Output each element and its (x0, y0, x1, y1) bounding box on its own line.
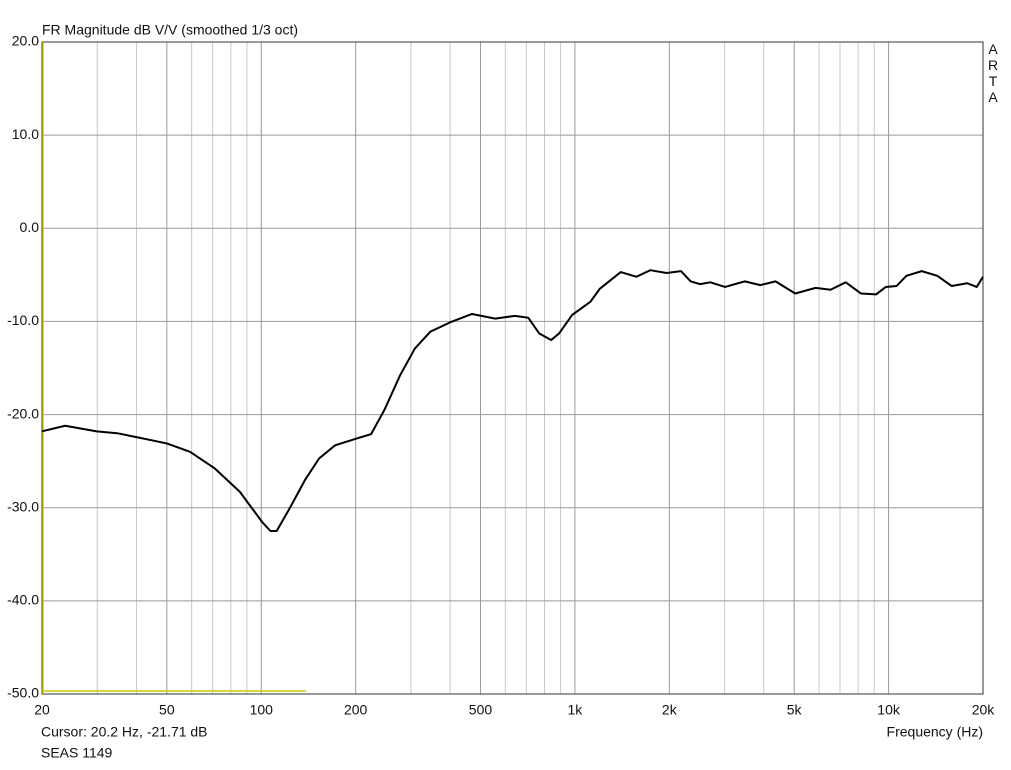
y-tick-label: -10.0 (7, 312, 39, 328)
y-tick-label: 0.0 (20, 219, 40, 235)
plot-frame (41, 41, 984, 695)
x-tick-label: 1k (568, 702, 584, 718)
y-tick-label: -40.0 (7, 592, 39, 608)
x-tick-label: 200 (344, 702, 368, 718)
watermark-letter: T (989, 73, 998, 89)
y-tick-label: -20.0 (7, 405, 39, 421)
x-axis-label: Frequency (Hz) (887, 724, 983, 740)
y-tick-label: 10.0 (12, 126, 39, 142)
cursor-readout: Cursor: 20.2 Hz, -21.71 dB (41, 724, 208, 740)
x-tick-label: 2k (662, 702, 678, 718)
x-tick-label: 50 (159, 702, 175, 718)
x-tick-label: 500 (469, 702, 493, 718)
x-tick-label: 10k (877, 702, 901, 718)
fr-curve (41, 269, 984, 532)
x-tick-label: 20 (34, 702, 50, 718)
note: SEAS 1149 (41, 745, 113, 761)
x-tick-label: 5k (787, 702, 803, 718)
watermark-letter: R (988, 57, 998, 73)
y-tick-label: 20.0 (12, 33, 39, 49)
chart-title: FR Magnitude dB V/V (smoothed 1/3 oct) (42, 22, 298, 38)
x-tick-label: 20k (972, 702, 996, 718)
y-tick-label: -30.0 (7, 498, 39, 514)
watermark-letter: A (988, 41, 998, 57)
x-tick-label: 100 (250, 702, 274, 718)
y-tick-label: -50.0 (7, 685, 39, 701)
watermark-letter: A (988, 89, 998, 105)
